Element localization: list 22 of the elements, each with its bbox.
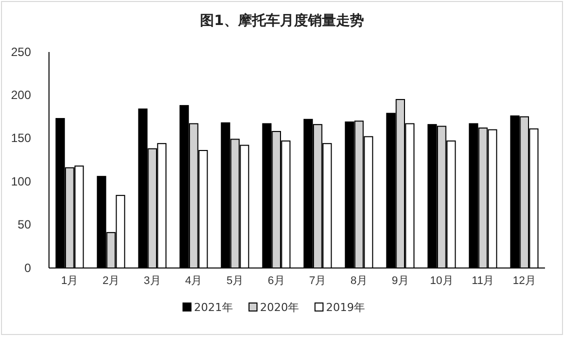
- legend-label: 2019年: [326, 301, 365, 314]
- x-tick-label: 11月: [472, 274, 494, 287]
- y-tick-label: 0: [24, 260, 32, 275]
- x-tick-label: 8月: [350, 274, 368, 287]
- x-tick-label: 6月: [268, 274, 285, 287]
- x-tick-label: 2月: [102, 274, 120, 287]
- y-tick-label: 200: [10, 88, 32, 102]
- chart-title: 图1、摩托车月度销量走势: [200, 12, 364, 29]
- x-tick-label: 12月: [512, 274, 536, 287]
- x-tick-label: 3月: [144, 274, 161, 287]
- legend-label: 2021年: [194, 301, 233, 314]
- y-tick-label: 150: [10, 131, 32, 146]
- x-tick-label: 9月: [392, 274, 409, 287]
- x-tick-label: 1月: [61, 274, 78, 287]
- legend-label: 2020年: [260, 301, 299, 314]
- y-tick-label: 100: [10, 174, 32, 188]
- y-tick-label: 50: [18, 218, 32, 232]
- x-tick-label: 5月: [226, 274, 244, 287]
- x-tick-label: 10月: [430, 274, 454, 287]
- x-tick-label: 4月: [185, 274, 202, 287]
- y-tick-label: 250: [10, 44, 32, 59]
- x-tick-label: 7月: [309, 274, 326, 287]
